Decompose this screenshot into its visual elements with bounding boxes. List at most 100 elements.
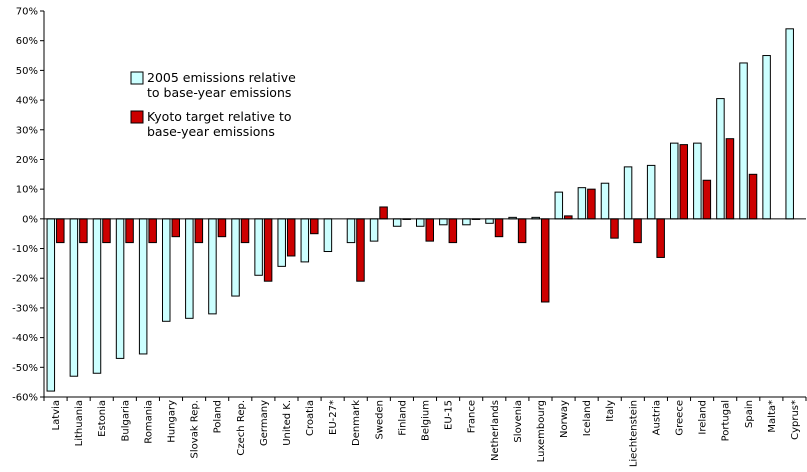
bar-kyoto-target [540, 218, 550, 303]
bar-emissions-2005 [716, 98, 725, 220]
y-tick-label: 60% [16, 36, 38, 47]
legend-swatch-2005 [130, 71, 144, 85]
y-tick-label: 20% [16, 155, 38, 166]
y-tick-label: -20% [12, 274, 38, 285]
x-tick-label: Sweden [374, 400, 385, 440]
y-tick-label: -60% [12, 393, 38, 404]
bar-emissions-2005 [739, 62, 748, 220]
x-tick-label: Norway [559, 400, 570, 438]
legend-label-kyoto-line1: Kyoto target relative to [147, 109, 292, 124]
bar-emissions-2005 [785, 28, 794, 220]
bar-emissions-2005 [646, 164, 656, 220]
x-tick-label: Liechtenstein [628, 400, 639, 467]
x-tick-label: France [467, 400, 478, 433]
bar-emissions-2005 [762, 55, 771, 220]
x-tick-label: Denmark [351, 400, 362, 446]
y-tick-label: -50% [12, 363, 38, 374]
bar-emissions-2005 [346, 218, 356, 244]
bar-emissions-2005 [300, 218, 310, 263]
bar-emissions-2005 [693, 142, 702, 220]
x-tick-label: Estonia [97, 400, 108, 437]
bar-emissions-2005 [208, 218, 217, 315]
bar-kyoto-target [286, 218, 296, 257]
bar-emissions-2005 [416, 218, 425, 227]
bar-emissions-2005 [577, 187, 587, 220]
bar-kyoto-target [125, 218, 134, 244]
bar-emissions-2005 [369, 218, 379, 242]
bar-emissions-2005 [439, 218, 448, 226]
x-tick-label: Hungary [167, 400, 178, 443]
bar-emissions-2005 [323, 218, 333, 253]
x-tick-label: Greece [675, 400, 686, 436]
bar-kyoto-target [702, 179, 712, 220]
y-tick-label: -30% [12, 303, 38, 314]
bar-kyoto-target [679, 144, 688, 220]
bar-emissions-2005 [46, 218, 56, 392]
x-tick-label: Spain [744, 400, 755, 428]
bar-emissions-2005 [69, 218, 79, 377]
x-tick-label: United K. [282, 400, 293, 446]
x-tick-label: Netherlands [490, 400, 501, 461]
bar-emissions-2005 [600, 182, 610, 220]
bar-kyoto-target [102, 218, 111, 244]
x-tick-label: Austria [651, 400, 662, 435]
x-tick-label: Croatia [305, 400, 316, 436]
x-tick-label: Ireland [698, 400, 709, 435]
x-tick-label: Belgium [421, 400, 432, 441]
y-tick-label: 30% [16, 125, 38, 136]
x-tick-label: Czech Rep. [236, 400, 247, 456]
bar-emissions-2005 [254, 218, 263, 276]
x-tick-label: Iceland [582, 400, 593, 436]
x-tick-label: Germany [259, 400, 270, 446]
bar-emissions-2005 [231, 218, 240, 297]
x-tick-label: Italy [605, 400, 616, 422]
bar-kyoto-target [217, 218, 227, 238]
bar-emissions-2005 [92, 218, 102, 374]
x-tick-label: Cyprus* [790, 400, 801, 440]
labels-layer: 70% 60% 50% 40% 30% 20% 10% 0% -10% -20% -30% -40% -… [12, 7, 801, 468]
y-tick-label: 0% [22, 214, 38, 225]
bar-kyoto-target [656, 218, 665, 258]
y-tick-label: 40% [16, 96, 38, 107]
bar-kyoto-target [356, 218, 365, 282]
bar-kyoto-target [56, 218, 65, 244]
legend-label-2005-line2: to base-year emissions [147, 85, 291, 100]
bar-kyoto-target [79, 218, 88, 244]
x-tick-label: Romania [143, 400, 154, 444]
x-tick-label: Finland [397, 400, 408, 436]
bar-emissions-2005 [670, 142, 679, 220]
bar-kyoto-target [194, 218, 204, 244]
bar-kyoto-target [748, 173, 758, 220]
x-tick-label: Latvia [51, 400, 62, 430]
bar-kyoto-target [494, 218, 504, 238]
bar-kyoto-target [633, 218, 642, 244]
y-tick-label: 70% [16, 7, 38, 18]
x-tick-label: Lithuania [74, 400, 85, 446]
x-tick-label: EU-27* [328, 400, 339, 435]
bar-emissions-2005 [115, 218, 125, 359]
x-tick-label: Portugal [721, 400, 732, 441]
legend-label-kyoto-line2: base-year emissions [147, 124, 275, 139]
legend-label-2005-line1: 2005 emissions relative [147, 70, 296, 85]
bar-kyoto-target [725, 138, 735, 220]
y-tick-label: -40% [12, 333, 38, 344]
bar-emissions-2005 [485, 218, 494, 224]
bar-kyoto-target [379, 206, 388, 220]
bar-emissions-2005 [162, 218, 171, 322]
bar-kyoto-target [310, 218, 319, 235]
axes-layer [40, 10, 807, 401]
x-tick-label: Bulgaria [120, 400, 131, 441]
y-tick-label: 10% [16, 185, 38, 196]
bar-emissions-2005 [623, 166, 633, 220]
bar-emissions-2005 [277, 218, 286, 267]
bar-kyoto-target [171, 218, 180, 238]
bar-kyoto-target [425, 218, 434, 242]
bar-kyoto-target [587, 188, 596, 220]
bar-emissions-2005 [554, 191, 564, 220]
bar-kyoto-target [148, 218, 157, 244]
bar-kyoto-target [263, 218, 273, 282]
x-tick-label: Luxembourg [536, 400, 547, 462]
bar-emissions-2005 [462, 218, 471, 226]
bar-kyoto-target [240, 218, 250, 244]
